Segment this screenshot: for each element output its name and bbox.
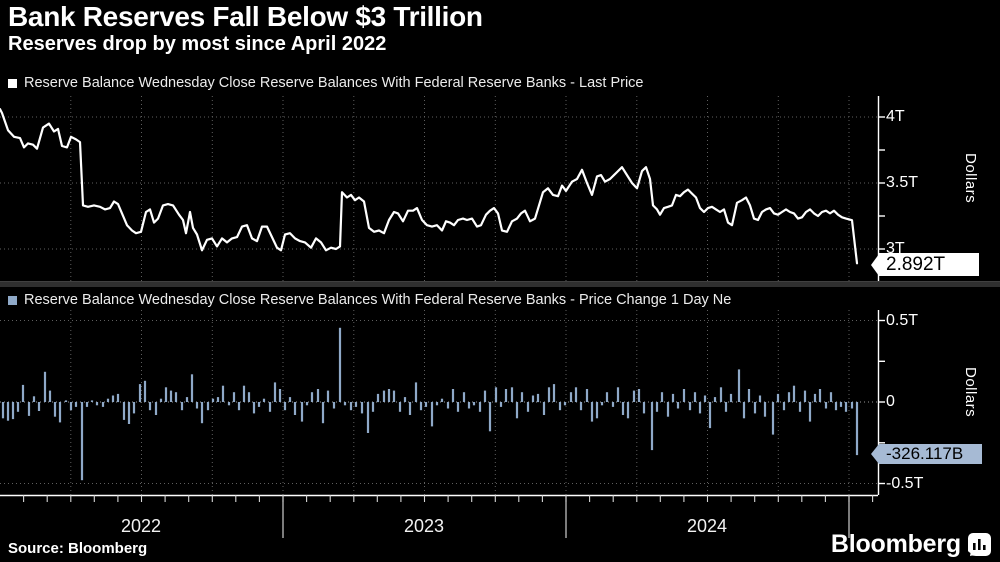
panel-separator	[0, 281, 1000, 287]
legend-top-panel: Reserve Balance Wednesday Close Reserve …	[8, 75, 644, 91]
bloomberg-wordmark: Bloomberg	[830, 530, 961, 558]
y-tick-label: 0.5T	[886, 311, 919, 329]
legend-marker-bar-icon	[8, 295, 17, 305]
x-tick-2024: 2024	[686, 516, 728, 536]
legend-top-label: Reserve Balance Wednesday Close Reserve …	[24, 75, 644, 91]
y-axis-title-top: Dollars	[962, 153, 979, 204]
last-change-flag: -326.117B	[879, 444, 982, 464]
y-axis-title-bottom: Dollars	[962, 367, 979, 418]
page-title: Bank Reserves Fall Below $3 Trillion	[8, 1, 483, 32]
bloomberg-bars-icon	[968, 533, 991, 556]
bloomberg-logo: Bloomberg	[831, 530, 991, 559]
legend-bottom-label: Reserve Balance Wednesday Close Reserve …	[24, 292, 732, 308]
page-subtitle: Reserves drop by most since April 2022	[8, 33, 387, 55]
y-tick-label: 0	[886, 393, 895, 410]
last-price-flag: 2.892T	[879, 253, 979, 276]
legend-bottom-panel: Reserve Balance Wednesday Close Reserve …	[8, 292, 731, 308]
y-tick-label: -0.5T	[886, 474, 924, 492]
source-credit: Source: Bloomberg	[8, 540, 148, 557]
x-tick-2022: 2022	[120, 516, 162, 536]
y-tick-label: 4T	[886, 108, 905, 125]
y-tick-label: 3.5T	[886, 174, 919, 191]
legend-marker-line-icon	[8, 78, 17, 88]
x-tick-2023: 2023	[403, 516, 445, 536]
